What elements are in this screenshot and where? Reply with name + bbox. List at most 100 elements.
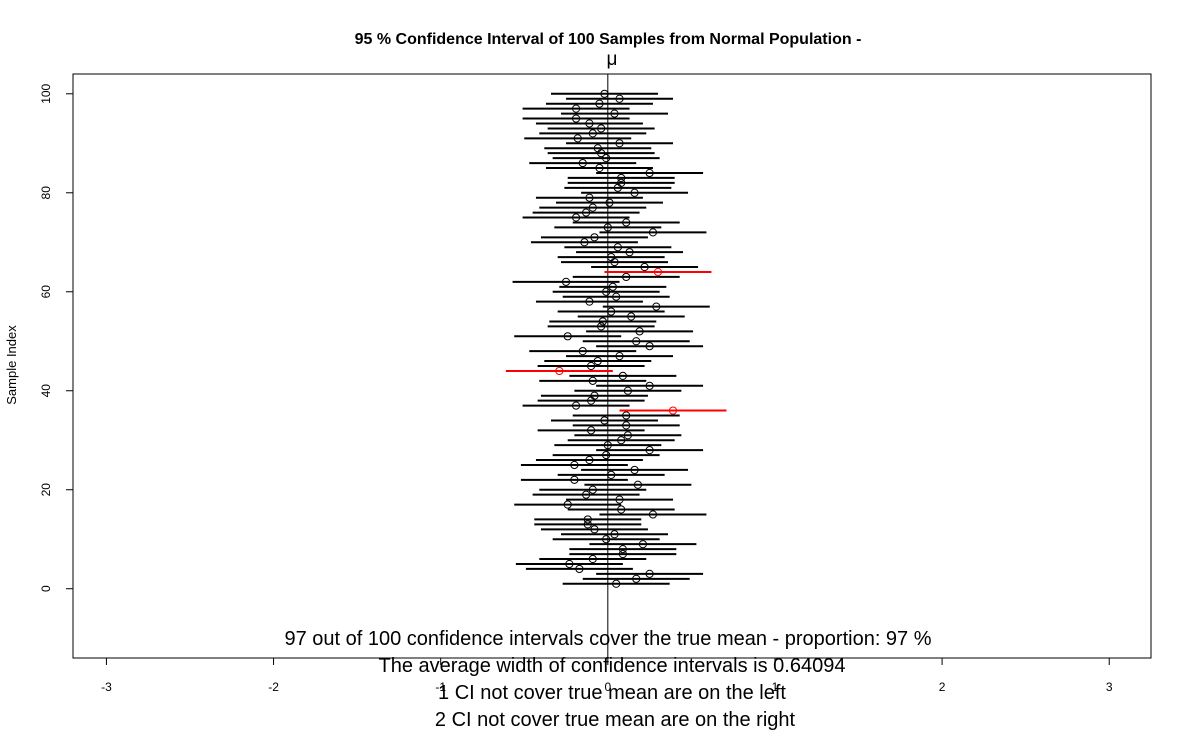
sample-mean-point bbox=[607, 470, 616, 479]
y-tick-label: 80 bbox=[39, 186, 53, 200]
sample-mean-point bbox=[588, 203, 597, 212]
sample-mean-point bbox=[595, 99, 604, 108]
sample-mean-point bbox=[618, 545, 627, 554]
sample-mean-point bbox=[622, 421, 631, 430]
sample-mean-point bbox=[668, 406, 678, 415]
sample-mean-point bbox=[583, 520, 592, 529]
sample-mean-point bbox=[570, 460, 579, 470]
sample-mean-point bbox=[565, 559, 574, 569]
sample-mean-point bbox=[617, 436, 626, 445]
x-tick-label: 0 bbox=[604, 680, 611, 694]
sample-mean-point bbox=[618, 371, 627, 380]
sample-mean-point bbox=[653, 267, 663, 277]
x-tick-label: 2 bbox=[939, 680, 946, 694]
sample-mean-point bbox=[588, 554, 597, 564]
x-tick-label: 3 bbox=[1106, 680, 1113, 694]
y-axis-label: Sample Index bbox=[4, 325, 19, 405]
sample-mean-point bbox=[602, 287, 611, 296]
sample-mean-point bbox=[605, 198, 614, 207]
sample-mean-point bbox=[571, 114, 581, 123]
sample-mean-point bbox=[623, 386, 632, 395]
sample-mean-point bbox=[622, 272, 631, 282]
sample-mean-point bbox=[573, 134, 582, 143]
sample-mean-point bbox=[597, 322, 606, 331]
sample-mean-point bbox=[581, 208, 591, 217]
sample-mean-point bbox=[602, 154, 611, 163]
sample-mean-point bbox=[580, 238, 589, 247]
sample-mean-point bbox=[632, 574, 641, 583]
sample-mean-point bbox=[617, 178, 626, 187]
sample-mean-point bbox=[600, 89, 609, 98]
sample-mean-point bbox=[630, 188, 639, 197]
sample-mean-point bbox=[633, 480, 643, 489]
sample-mean-point bbox=[615, 94, 624, 103]
x-tick-label: 1 bbox=[772, 680, 779, 694]
sample-mean-point bbox=[598, 317, 607, 326]
sample-mean-point bbox=[563, 332, 572, 341]
sample-mean-point bbox=[615, 352, 624, 361]
sample-mean-point bbox=[645, 168, 654, 178]
sample-mean-point bbox=[583, 515, 592, 524]
sample-mean-point bbox=[612, 292, 621, 301]
sample-mean-point bbox=[593, 144, 602, 153]
sample-mean-point bbox=[600, 416, 609, 425]
sample-mean-point bbox=[590, 233, 599, 242]
sample-mean-point bbox=[645, 569, 654, 578]
sample-mean-point bbox=[602, 450, 611, 460]
sample-mean-point bbox=[607, 307, 616, 316]
sample-mean-point bbox=[570, 475, 579, 484]
sample-mean-point bbox=[630, 465, 639, 475]
sample-mean-point bbox=[588, 376, 597, 385]
summary-line: 2 CI not cover true mean are on the righ… bbox=[435, 709, 796, 731]
sample-mean-point bbox=[638, 540, 648, 549]
sample-mean-point bbox=[571, 104, 581, 113]
sample-mean-point bbox=[585, 455, 594, 465]
sample-mean-point bbox=[588, 129, 597, 138]
sample-mean-point bbox=[645, 381, 654, 390]
sample-mean-point bbox=[578, 158, 587, 168]
sample-mean-point bbox=[648, 510, 658, 519]
sample-mean-point bbox=[561, 277, 571, 286]
sample-mean-point bbox=[575, 564, 584, 574]
sample-mean-point bbox=[603, 441, 612, 450]
sample-mean-point bbox=[648, 228, 658, 237]
sample-mean-point bbox=[608, 282, 617, 291]
sample-mean-point bbox=[640, 262, 649, 272]
sample-mean-point bbox=[587, 426, 596, 435]
sample-mean-point bbox=[632, 337, 641, 346]
y-tick-label: 0 bbox=[39, 585, 53, 592]
sample-mean-point bbox=[625, 248, 634, 257]
sample-mean-point bbox=[563, 500, 572, 509]
summary-line: 1 CI not cover true mean are on the left bbox=[438, 682, 786, 704]
sample-mean-point bbox=[652, 302, 661, 311]
y-tick-label: 40 bbox=[39, 384, 53, 398]
sample-mean-point bbox=[618, 549, 627, 559]
sample-mean-point bbox=[593, 356, 602, 366]
sample-mean-point bbox=[581, 490, 591, 499]
sample-mean-point bbox=[615, 495, 624, 504]
sample-mean-point bbox=[587, 361, 596, 371]
sample-mean-point bbox=[613, 243, 622, 252]
x-tick-label: -1 bbox=[435, 680, 446, 694]
sample-mean-point bbox=[645, 446, 654, 455]
sample-mean-point bbox=[610, 530, 619, 539]
sample-mean-point bbox=[578, 347, 587, 356]
summary-line: The average width of confidence interval… bbox=[379, 655, 846, 677]
x-tick-label: -3 bbox=[101, 680, 112, 694]
sample-mean-point bbox=[607, 253, 616, 262]
sample-mean-point bbox=[571, 213, 581, 222]
y-tick-label: 100 bbox=[39, 83, 53, 103]
sample-mean-point bbox=[627, 312, 636, 321]
sample-mean-point bbox=[622, 411, 631, 420]
sample-mean-point bbox=[617, 173, 626, 183]
x-tick-label: -2 bbox=[268, 680, 279, 694]
sample-mean-point bbox=[585, 119, 594, 128]
sample-mean-point bbox=[555, 366, 564, 376]
y-tick-label: 60 bbox=[39, 285, 53, 299]
chart-title: 95 % Confidence Interval of 100 Samples … bbox=[355, 31, 862, 48]
sample-mean-point bbox=[603, 223, 612, 232]
sample-mean-point bbox=[635, 327, 644, 336]
sample-mean-point bbox=[622, 218, 631, 227]
sample-mean-point bbox=[585, 193, 594, 202]
